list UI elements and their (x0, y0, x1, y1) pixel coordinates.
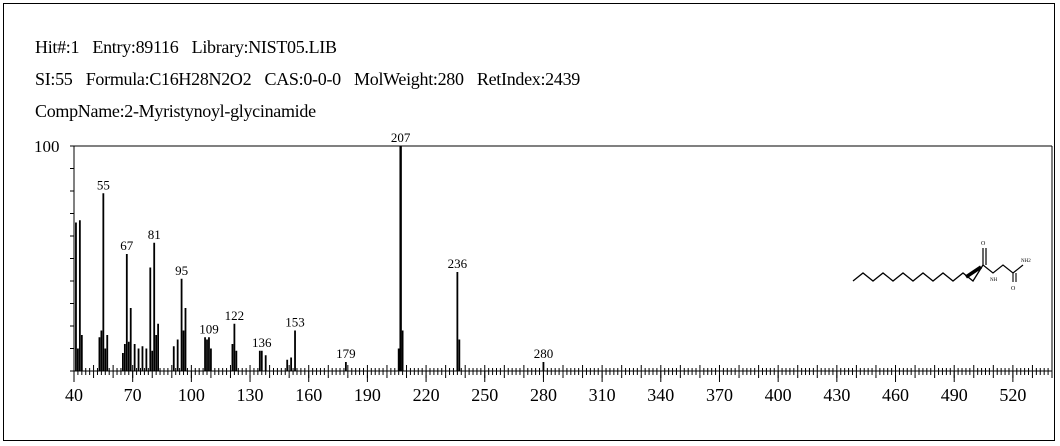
peak-label-55: 55 (97, 177, 110, 192)
peak-label-136: 136 (252, 335, 272, 350)
structure-label-amide-o: O (1011, 286, 1016, 292)
x-tick-label-160: 160 (295, 385, 322, 405)
peak-label-122: 122 (225, 308, 245, 323)
x-tick-label-280: 280 (530, 385, 557, 405)
peak-label-280: 280 (534, 346, 554, 361)
x-tick-label-430: 430 (823, 385, 850, 405)
peak-label-179: 179 (336, 346, 356, 361)
x-tick-label-370: 370 (706, 385, 733, 405)
x-tick-label-310: 310 (589, 385, 616, 405)
mol-weight: MolWeight:280 (354, 69, 464, 89)
y-tick-label-100: 100 (34, 137, 60, 156)
x-tick-label-340: 340 (647, 385, 674, 405)
peak-label-207: 207 (391, 130, 411, 145)
structure-label-carbonyl-o: O (981, 241, 986, 247)
peak-label-236: 236 (448, 256, 468, 271)
spectrum-frame (3, 3, 1055, 441)
ret-index: RetIndex:2439 (476, 69, 580, 89)
hit-number: Hit#:1 (35, 37, 80, 57)
library-name: Library:NIST05.LIB (191, 37, 337, 57)
x-tick-label-490: 490 (941, 385, 968, 405)
chemical-structure: O NH NH2 O (852, 241, 1031, 292)
peak-label-153: 153 (285, 315, 305, 330)
chart-peaks: 55 67 81 95 109 122 136 153 179 207 236 280 (75, 130, 554, 371)
header-line-3: CompName:2-Myristynoyl-glycinamide (35, 100, 325, 122)
entry-number: Entry:89116 (92, 37, 179, 57)
x-tick-label-220: 220 (413, 385, 440, 405)
chart-axes: 100 (34, 137, 1053, 372)
structure-wedge-bond (965, 265, 982, 279)
header-line-1: Hit#:1 Entry:89116 Library:NIST05.LIB (35, 36, 346, 58)
peak-label-81: 81 (148, 227, 161, 242)
peak-label-95: 95 (175, 263, 188, 278)
similarity-index: SI:55 (35, 69, 73, 89)
x-tick-label-400: 400 (765, 385, 792, 405)
compound-name: CompName:2-Myristynoyl-glycinamide (35, 101, 316, 121)
cas-number: CAS:0-0-0 (264, 69, 342, 89)
structure-label-nh: NH (990, 278, 998, 283)
peak-label-67: 67 (120, 238, 134, 253)
x-tick-label-250: 250 (471, 385, 498, 405)
x-tick-label-130: 130 (237, 385, 264, 405)
x-tick-label-40: 40 (65, 385, 83, 405)
peak-label-109: 109 (199, 321, 219, 336)
x-tick-label-520: 520 (999, 385, 1026, 405)
header-line-2: SI:55 Formula:C16H28N2O2 CAS:0-0-0 MolWe… (35, 68, 589, 90)
formula: Formula:C16H28N2O2 (85, 69, 252, 89)
structure-label-nh2: NH2 (1021, 259, 1031, 264)
x-tick-label-460: 460 (882, 385, 909, 405)
structure-skeleton (852, 264, 984, 282)
x-tick-label-190: 190 (354, 385, 381, 405)
x-tick-label-70: 70 (124, 385, 142, 405)
x-tick-label-100: 100 (178, 385, 205, 405)
structure-amide-chain (982, 264, 1024, 274)
x-axis-ticks: 40 70 100 130 160 190 220 250 280 310 340 370 400 430… (65, 365, 1053, 405)
